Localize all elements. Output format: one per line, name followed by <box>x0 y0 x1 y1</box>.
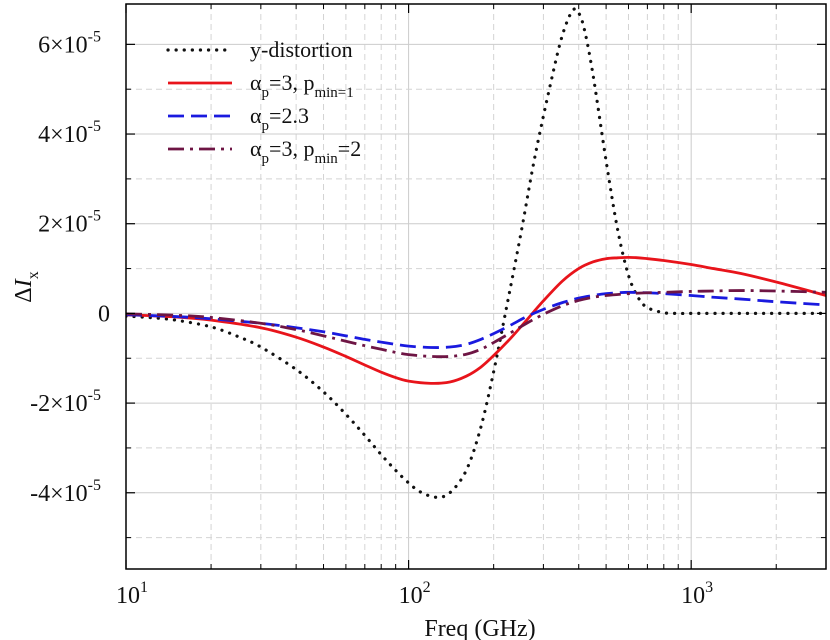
x-tick-label-1-base: 10 <box>399 583 423 609</box>
axis-labels: Freq (GHz) ΔIx <box>11 271 536 640</box>
legend-label-2: αp=2.3 <box>250 103 309 134</box>
legend-label-3: αp=3, pmin=2 <box>250 136 361 167</box>
y-tick-label-1-exp: -5 <box>88 118 101 135</box>
y-tick-label-5: -4×10-5 <box>30 477 101 507</box>
x-tick-label-2-exp: 3 <box>705 579 713 596</box>
series-line-0 <box>126 7 826 499</box>
x-tick-label-0: 101 <box>116 579 148 609</box>
x-tick-label-1: 102 <box>399 579 431 609</box>
y-tick-label-5-exp: -5 <box>88 477 101 494</box>
legend-label-0-part-0: y-distortion <box>250 37 353 62</box>
x-tick-label-0-base: 10 <box>116 583 140 609</box>
legend-label-3-part-1: p <box>262 151 270 167</box>
y-axis-label: ΔIx <box>11 271 42 302</box>
y-tick-label-1-base: 4×10 <box>38 122 88 148</box>
plot-frame <box>125 3 827 570</box>
y-tick-label-4-base: -2×10 <box>30 391 88 417</box>
y-axis-label-sub: x <box>25 271 42 279</box>
series-group <box>126 7 826 499</box>
legend-label-1-part-2: =3, p <box>269 70 314 95</box>
legend-label-1-part-1: p <box>262 85 270 101</box>
series-line-3 <box>126 289 826 359</box>
legend-label-3-part-0: α <box>250 136 262 161</box>
y-axis-label-italic: I <box>11 278 37 288</box>
x-tick-label-2: 103 <box>681 579 713 609</box>
y-tick-label-2-exp: -5 <box>88 208 101 225</box>
axes <box>125 3 827 570</box>
y-axis-label-main: Δ <box>11 287 37 302</box>
y-tick-label-0-exp: -5 <box>88 28 101 45</box>
series-line-2 <box>126 290 826 349</box>
y-tick-label-3-base: 0 <box>98 301 110 327</box>
x-tick-label-1-exp: 2 <box>423 579 431 596</box>
legend-label-2-part-2: =2.3 <box>269 103 309 128</box>
y-tick-label-0: 6×10-5 <box>38 28 101 58</box>
y-tick-label-4-exp: -5 <box>88 387 101 404</box>
y-tick-label-3: 0 <box>98 301 110 327</box>
legend-label-1-part-0: α <box>250 70 262 95</box>
x-tick-label-2-base: 10 <box>681 583 705 609</box>
y-tick-label-1: 4×10-5 <box>38 118 101 148</box>
legend-label-3-part-4: =2 <box>338 136 361 161</box>
series-line-1 <box>126 255 826 385</box>
ticks: 101 102 1036×10-54×10-52×10-50-2×10-5-4×10… <box>30 4 827 609</box>
y-tick-label-2-base: 2×10 <box>38 212 88 238</box>
legend-label-3-part-2: =3, p <box>269 136 314 161</box>
y-tick-label-5-base: -4×10 <box>30 481 88 507</box>
legend-label-1-part-3: min=1 <box>314 85 353 101</box>
y-tick-label-2: 2×10-5 <box>38 208 101 238</box>
legend-label-2-part-1: p <box>262 118 270 134</box>
y-tick-label-4: -2×10-5 <box>30 387 101 417</box>
y-tick-label-0-base: 6×10 <box>38 32 88 58</box>
legend-label-2-part-0: α <box>250 103 262 128</box>
legend-label-3-part-3: min <box>314 151 338 167</box>
legend-label-1: αp=3, pmin=1 <box>250 70 354 101</box>
legend-label-0: y-distortion <box>250 37 353 62</box>
x-axis-label: Freq (GHz) <box>424 616 535 640</box>
grid <box>125 4 827 569</box>
x-tick-label-0-exp: 1 <box>140 579 148 596</box>
